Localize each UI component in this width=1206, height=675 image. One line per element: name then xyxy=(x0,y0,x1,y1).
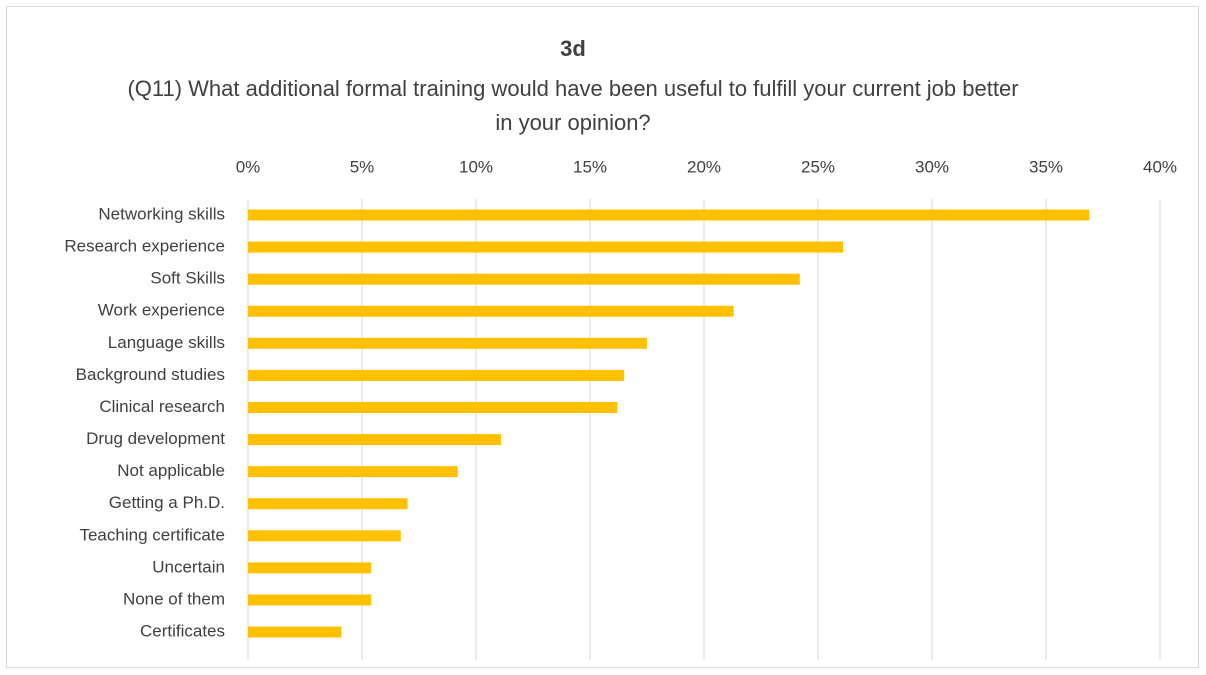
x-tick-label: 30% xyxy=(915,157,949,176)
chart-border xyxy=(6,6,1199,668)
y-tick-label: Language skills xyxy=(108,333,225,352)
y-tick-label: Soft Skills xyxy=(150,269,225,288)
y-tick-label: Clinical research xyxy=(99,397,225,416)
y-tick-label: Work experience xyxy=(98,301,225,320)
bar xyxy=(248,530,401,542)
y-tick-label: Certificates xyxy=(140,622,225,641)
bar xyxy=(248,369,625,381)
y-tick-label: Getting a Ph.D. xyxy=(109,493,225,512)
y-tick-label: Networking skills xyxy=(98,204,225,223)
y-tick-label: Not applicable xyxy=(117,461,225,480)
x-tick-label: 25% xyxy=(801,157,835,176)
x-tick-label: 20% xyxy=(687,157,721,176)
x-tick-label: 0% xyxy=(236,157,261,176)
x-tick-label: 15% xyxy=(573,157,607,176)
x-tick-label: 40% xyxy=(1143,157,1177,176)
bar xyxy=(248,273,800,285)
x-tick-label: 35% xyxy=(1029,157,1063,176)
bar xyxy=(248,626,342,638)
bar xyxy=(248,401,618,413)
bar xyxy=(248,209,1090,221)
bar xyxy=(248,337,647,349)
x-tick-label: 10% xyxy=(459,157,493,176)
bar xyxy=(248,434,502,446)
y-tick-label: Teaching certificate xyxy=(79,525,225,544)
y-tick-label: None of them xyxy=(123,589,225,608)
bar xyxy=(248,498,408,510)
bar xyxy=(248,466,458,478)
y-tick-label: Background studies xyxy=(76,365,225,384)
bar xyxy=(248,305,734,317)
y-tick-label: Research experience xyxy=(64,237,225,256)
y-tick-label: Uncertain xyxy=(152,557,225,576)
x-tick-label: 5% xyxy=(350,157,375,176)
chart-subtitle: (Q11) What additional formal training wo… xyxy=(127,76,1019,135)
bar xyxy=(248,241,844,253)
bar xyxy=(248,562,372,574)
bar xyxy=(248,594,372,606)
y-tick-label: Drug development xyxy=(86,429,225,448)
chart-title: 3d xyxy=(560,36,586,61)
